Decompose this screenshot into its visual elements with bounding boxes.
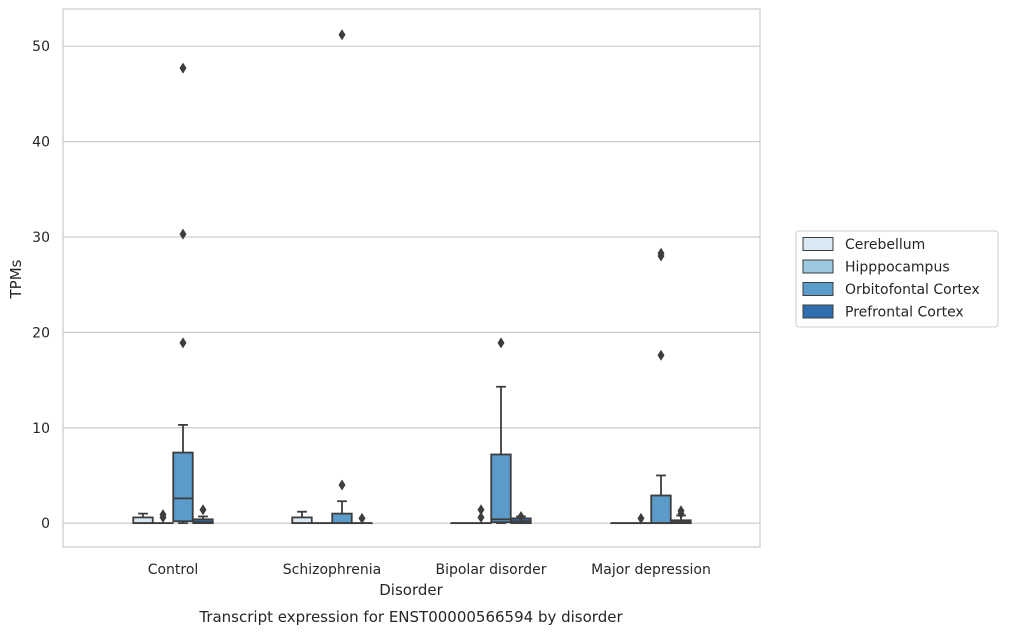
series-prefrontal-cortex	[192, 504, 692, 525]
outlier-point	[677, 505, 685, 517]
y-tick-label: 50	[32, 39, 50, 55]
y-tick-label: 0	[41, 516, 50, 532]
legend-label: Hipppocampus	[845, 260, 950, 276]
legend-swatch	[802, 282, 834, 296]
y-tick-label: 40	[32, 135, 50, 151]
outlier-point	[477, 504, 485, 516]
outlier-point	[637, 512, 645, 524]
legend-swatch	[802, 259, 834, 274]
y-axis-label: TPMs	[7, 259, 25, 299]
legend-label: Prefrontal Cortex	[845, 305, 964, 321]
box	[192, 518, 214, 525]
y-tick-label: 30	[32, 230, 50, 246]
outlier-point	[179, 337, 187, 349]
series-hipppocampus	[152, 504, 652, 525]
outlier-point	[497, 337, 505, 349]
grid-lines	[63, 45, 760, 524]
x-tick-label: Schizophrenia	[283, 562, 381, 578]
box	[331, 512, 353, 525]
outlier-point	[179, 62, 187, 74]
outlier-point	[159, 509, 167, 521]
outlier-point	[517, 510, 525, 522]
series-cerebellum	[132, 510, 632, 525]
box	[490, 453, 512, 524]
outlier-point	[358, 512, 366, 524]
outlier-point	[657, 247, 665, 259]
x-tick-label: Control	[148, 562, 199, 578]
legend-frame	[795, 230, 999, 328]
legend-swatch	[802, 304, 834, 319]
outlier-point	[477, 511, 485, 523]
legend-swatch	[802, 237, 834, 251]
box	[650, 494, 672, 525]
outlier-point	[338, 29, 346, 41]
x-tick-labels: Control Schizophrenia Bipolar disorder Majo…	[148, 562, 711, 578]
x-tick-label: Bipolar disorder	[435, 562, 546, 578]
x-axis-label: Disorder	[379, 581, 443, 599]
outlier-point	[199, 504, 207, 516]
x-tick-label: Major depression	[591, 562, 711, 578]
y-tick-label: 20	[32, 325, 50, 341]
y-tick-label: 10	[32, 421, 50, 437]
plot-frame	[62, 8, 761, 548]
outlier-point	[657, 349, 665, 361]
series-orbitofontal-cortex	[172, 29, 672, 525]
chart-caption: Transcript expression for ENST0000056659…	[198, 608, 623, 626]
box	[172, 451, 194, 523]
legend-label: Orbitofontal Cortex	[845, 282, 980, 298]
legend: Cerebellum Hipppocampus Orbitofontal Corte…	[795, 230, 999, 328]
legend-label: Cerebellum	[845, 237, 925, 253]
outlier-point	[338, 479, 346, 491]
outlier-point	[179, 228, 187, 240]
box-plot-series	[132, 29, 692, 525]
y-tick-labels: 0 10 20 30 40 50	[32, 39, 50, 532]
